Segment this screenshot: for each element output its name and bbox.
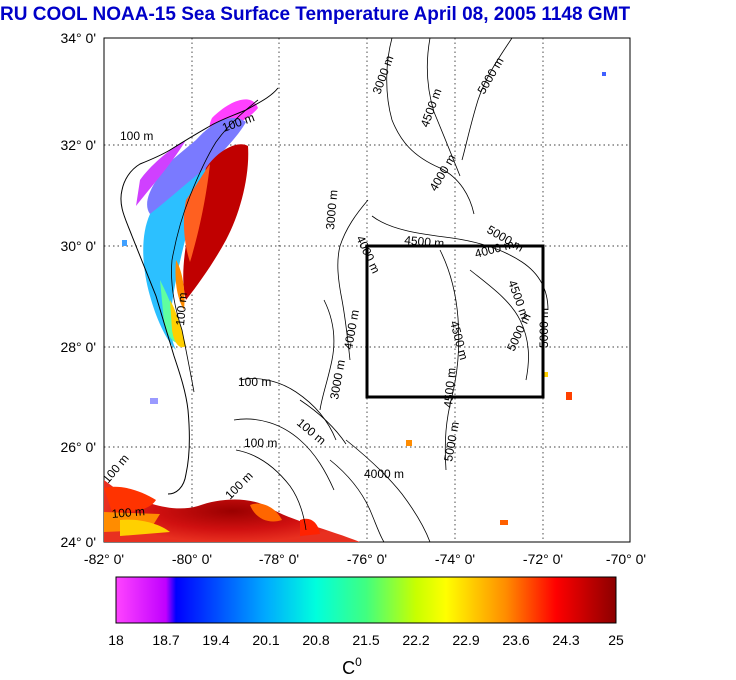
lat-label: 34° 0' <box>60 30 96 46</box>
lon-label: -78° 0' <box>259 551 299 567</box>
colorbar-tick-label: 23.6 <box>502 632 529 648</box>
lon-label: -76° 0' <box>347 551 387 567</box>
colorbar-tick-label: 20.1 <box>252 632 279 648</box>
contour-label: 100 m <box>238 375 271 389</box>
contour-label: 5000 m <box>537 308 551 348</box>
contour-label: 4000 m <box>341 309 362 351</box>
lon-label: -80° 0' <box>172 551 212 567</box>
contour-label: 3000 m <box>327 359 348 401</box>
lat-label: 26° 0' <box>60 439 96 455</box>
contour-label: 100 m <box>111 504 145 521</box>
contour-label: 100 m <box>120 129 153 143</box>
colorbar-tick-label: 22.2 <box>402 632 429 648</box>
contour-label: 5000 m <box>441 421 462 463</box>
latitude-labels: 34° 0' 32° 0' 30° 0' 28° 0' 26° 0' 24° 0… <box>60 30 96 550</box>
lon-label: -74° 0' <box>435 551 475 567</box>
contour-label: 100 m <box>173 292 190 326</box>
contour-label: 3000 m <box>323 189 340 230</box>
colorbar-tick-label: 18.7 <box>152 632 179 648</box>
coastline <box>120 87 279 495</box>
colorbar-tick-label: 25 <box>608 632 624 648</box>
colorbar-tick-label: 19.4 <box>202 632 229 648</box>
colorbar-tick-label: 20.8 <box>302 632 329 648</box>
lat-label: 24° 0' <box>60 534 96 550</box>
longitude-labels: -82° 0' -80° 0' -78° 0' -76° 0' -74° 0' … <box>84 551 646 567</box>
shelf-isobath <box>171 99 259 393</box>
colorbar-tick-label: 18 <box>108 632 124 648</box>
colorbar-tick-label: 21.5 <box>352 632 379 648</box>
map-title: RU COOL NOAA-15 Sea Surface Temperature … <box>0 4 631 25</box>
contour-label: 100 m <box>244 436 277 450</box>
contour-label: 4000 m <box>364 467 404 481</box>
contour-label: 4500 m <box>404 233 445 250</box>
lat-label: 32° 0' <box>60 137 96 153</box>
colorbar-unit: C0 <box>342 655 362 678</box>
lon-label: -72° 0' <box>523 551 563 567</box>
colorbar-ticks: 18 18.7 19.4 20.1 20.8 21.5 22.2 22.9 23.6 24.3 25 <box>108 632 624 648</box>
colorbar-tick-label: 24.3 <box>552 632 579 648</box>
lat-label: 28° 0' <box>60 339 96 355</box>
contour-label: 4500 m <box>441 367 458 408</box>
colorbar-tick-label: 22.9 <box>452 632 479 648</box>
lon-label: -70° 0' <box>606 551 646 567</box>
colorbar <box>115 576 617 624</box>
lat-label: 30° 0' <box>60 238 96 254</box>
study-area-box <box>365 244 545 399</box>
lon-label: -82° 0' <box>84 551 124 567</box>
